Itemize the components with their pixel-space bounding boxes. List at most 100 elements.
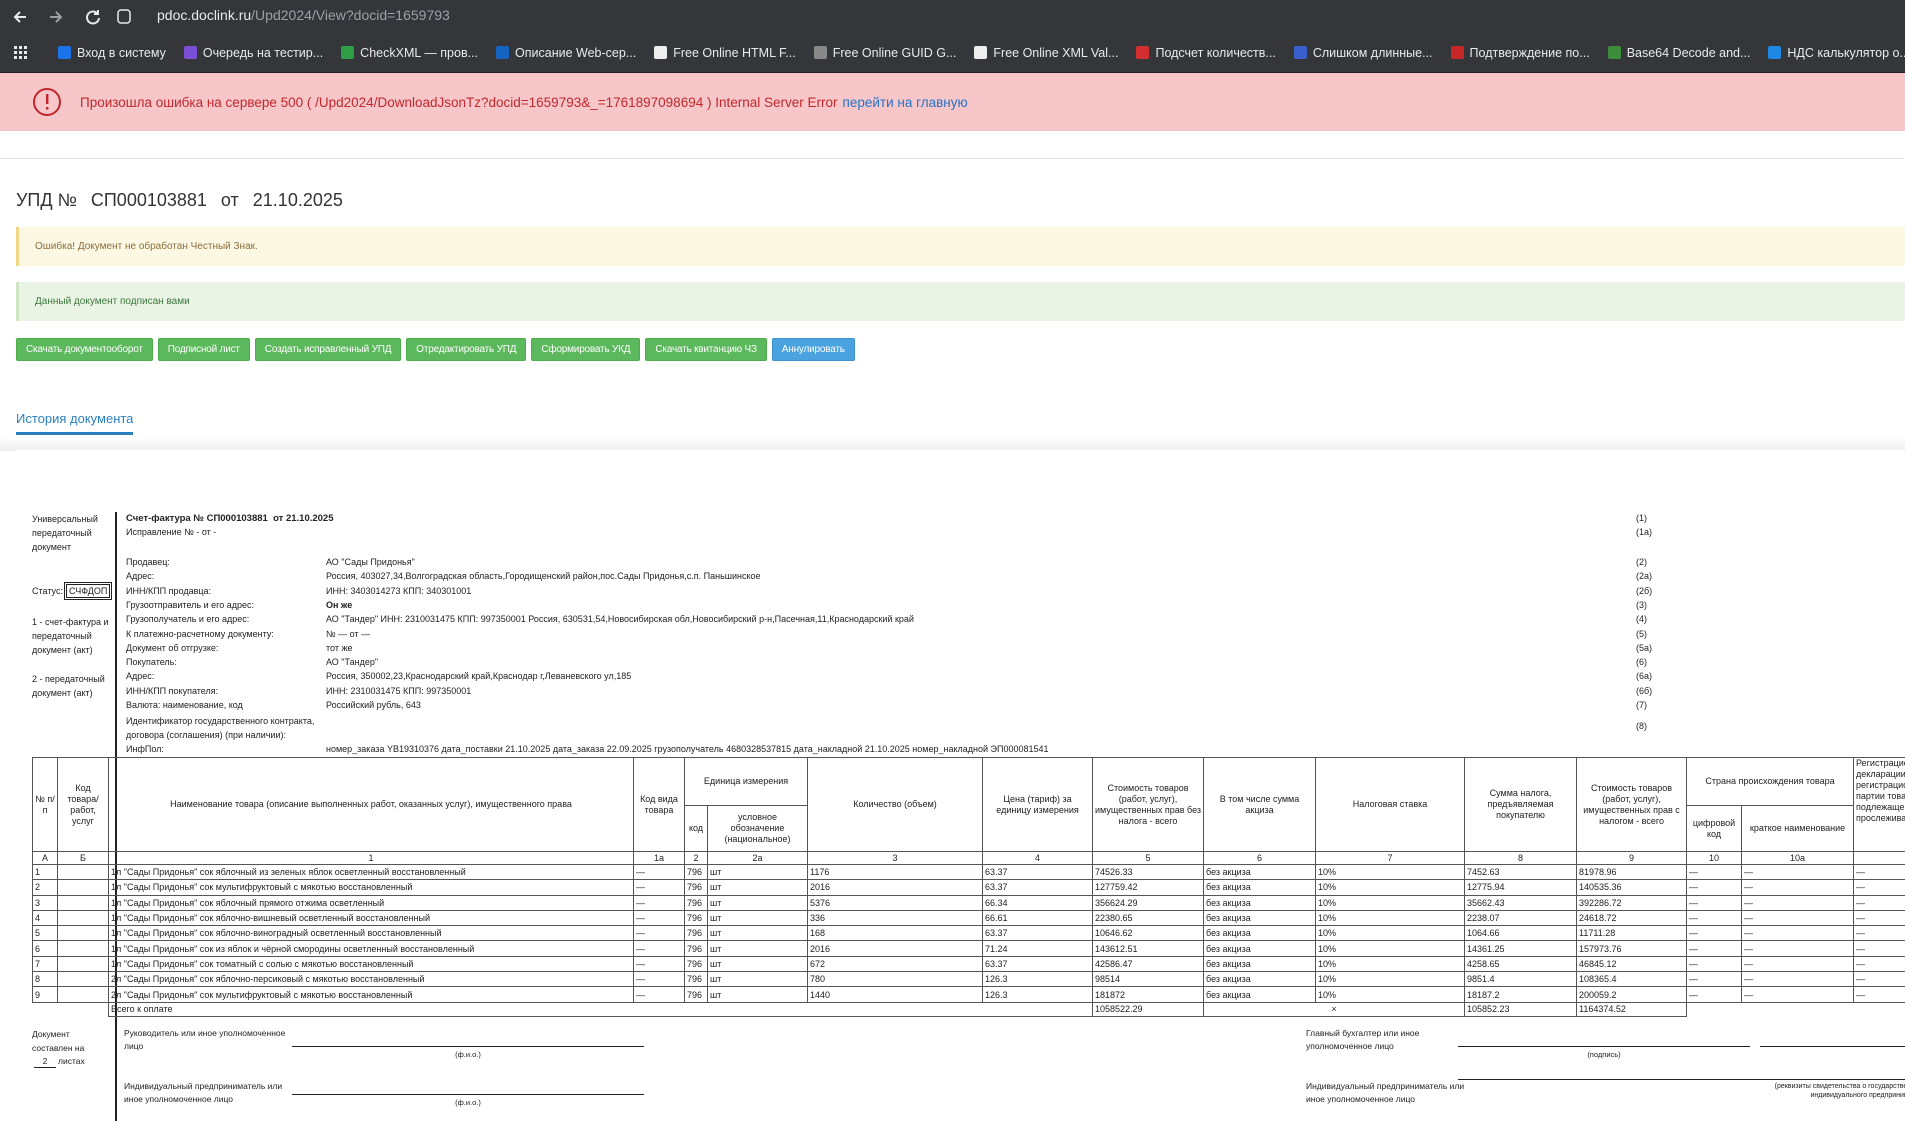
table-cell: 63.37 xyxy=(982,863,1094,881)
table-cell: — xyxy=(633,863,685,881)
header-cell: Единица измерения xyxy=(683,757,809,806)
action-buttons: Скачать документооборот Подписной лист Соз… xyxy=(16,338,855,361)
header-cell: Регистрационный номер декларации на това… xyxy=(1853,757,1905,852)
apps-icon[interactable] xyxy=(14,46,28,60)
table-cell: 71.24 xyxy=(982,940,1094,957)
table-cell: 796 xyxy=(684,940,708,957)
table-cell: 10% xyxy=(1315,925,1466,942)
table-cell: — xyxy=(1741,940,1855,957)
entrepreneur-caption: (ф.и.о.) xyxy=(455,1098,481,1107)
bookmark[interactable]: Описание Web-сер... xyxy=(496,46,636,60)
table-cell: 9 xyxy=(32,986,58,1003)
action-button[interactable]: Подписной лист xyxy=(157,338,250,361)
table-cell: 126.3 xyxy=(982,986,1094,1003)
info-value: тот же xyxy=(326,642,353,653)
bookmark-icon xyxy=(1293,46,1307,59)
bookmark-icon xyxy=(1136,46,1150,59)
table-cell: без акциза xyxy=(1203,925,1317,942)
bookmark[interactable]: Слишком длинные... xyxy=(1293,46,1433,60)
bookmark[interactable]: Free Online GUID G... xyxy=(813,46,956,60)
info-value: Он же xyxy=(326,599,353,610)
action-button[interactable]: Аннулировать xyxy=(771,338,855,361)
bookmark[interactable]: Вход в систему xyxy=(58,46,166,60)
table-cell: 2л "Сады Придонья" сок мультифруктовый с… xyxy=(108,986,634,1003)
info-code: (5а) xyxy=(1636,642,1653,653)
letter-cell: 2 xyxy=(684,851,708,865)
table-cell: 42586.47 xyxy=(1092,955,1205,973)
table-cell xyxy=(57,925,109,942)
info-label: Продавец: xyxy=(126,557,170,567)
info-label: ИНН/КПП покупателя: xyxy=(126,685,219,696)
info-code: (2а) xyxy=(1636,571,1653,582)
bookmark[interactable]: Подсчет количеств... xyxy=(1136,46,1276,60)
table-cell: — xyxy=(633,971,685,988)
table-cell: 10% xyxy=(1315,909,1466,927)
header-cell: условное обозначение (национальное) xyxy=(706,805,809,852)
table-body: А Б 1 1а 2 2а 3 4 5 6 7 8 9 10 10а 1 1л "Сады Придонья" … xyxy=(32,851,1905,1017)
letter-cell: 7 xyxy=(1315,851,1466,865)
table-row: 7 1л "Сады Придонья" сок томатный с солью… xyxy=(32,955,1905,973)
url-host: pdoc.doclink.ru xyxy=(157,7,252,23)
action-button[interactable]: Скачать квитанцию ЧЗ xyxy=(645,338,767,361)
table-cell: — xyxy=(1853,909,1905,927)
table-cell: 4258.65 xyxy=(1464,955,1578,973)
history-tab[interactable]: История документа xyxy=(16,411,134,435)
table-cell: 66.34 xyxy=(982,894,1094,911)
info-value: АО "Тандер" ИНН: 2310031475 КПП: 9973500… xyxy=(326,614,914,625)
letter-cell: 5 xyxy=(1092,851,1205,865)
forward-button[interactable] xyxy=(50,11,63,23)
bookmark[interactable]: Free Online XML Val... xyxy=(974,46,1118,60)
bookmark[interactable]: CheckXML — пров... xyxy=(341,46,478,60)
table-cell: 12775.94 xyxy=(1464,879,1578,896)
table-cell: 10% xyxy=(1315,940,1466,957)
letter-cell: 8 xyxy=(1464,851,1578,865)
header-cell: Код товара/ работ, услуг xyxy=(57,757,109,852)
signature-line xyxy=(1458,1046,1750,1047)
table-cell: 10% xyxy=(1315,863,1466,881)
entrepreneur-right-label: Индивидуальный предприниматель или иное … xyxy=(1306,1081,1465,1104)
letter-cell: 4 xyxy=(982,851,1094,865)
bookmark[interactable]: НДС калькулятор о... xyxy=(1768,46,1905,60)
table-cell: — xyxy=(1686,940,1743,957)
bookmark[interactable]: Очередь на тестир... xyxy=(183,46,323,60)
table-cell: без акциза xyxy=(1203,879,1317,896)
bookmark[interactable]: Free Online HTML F... xyxy=(654,46,796,60)
address-bar[interactable]: pdoc.doclink.ru/Upd2024/View?docid=16597… xyxy=(157,7,450,23)
table-cell: — xyxy=(633,940,685,957)
bookmark-label: Подтверждение по... xyxy=(1469,45,1590,60)
status-note: 1 - счет-фактура и передаточный документ… xyxy=(32,617,109,655)
table-cell: — xyxy=(1741,925,1855,942)
table-cell: — xyxy=(1853,894,1905,911)
home-link[interactable]: перейти на главную xyxy=(842,94,968,110)
info-value: Россия, 350002,23,Краснодарский край,Кра… xyxy=(326,671,632,682)
action-button[interactable]: Сформировать УКД xyxy=(531,338,641,361)
bookmark-label: Free Online HTML F... xyxy=(673,45,796,60)
table-cell: — xyxy=(1853,863,1905,881)
invoice-code: (1) xyxy=(1636,513,1647,523)
table-cell: — xyxy=(1741,955,1855,973)
table-cell: — xyxy=(1686,971,1743,988)
total-sum: 1164374.52 xyxy=(1576,1001,1688,1017)
bookmark[interactable]: Подтверждение по... xyxy=(1450,45,1590,60)
bookmark[interactable]: Base64 Decode and... xyxy=(1607,46,1750,60)
bookmark-icon xyxy=(1768,46,1782,59)
table-cell: — xyxy=(1741,863,1855,881)
back-button[interactable] xyxy=(13,11,26,23)
letter-cell: 9 xyxy=(1576,851,1688,865)
goods-table: № п/п Код товара/ работ, услуг Наименова… xyxy=(32,757,1905,1017)
action-button[interactable]: Отредактировать УПД xyxy=(406,338,527,361)
bookmark-label: Вход в систему xyxy=(77,45,166,60)
letter-cell: 6 xyxy=(1203,851,1317,865)
letter-cell: 10а xyxy=(1741,851,1855,865)
table-row: 1 1л "Сады Придонья" сок яблочный из зеле… xyxy=(32,863,1905,881)
divider xyxy=(0,158,1905,159)
table-cell: — xyxy=(1853,971,1905,988)
table-cell: 1л "Сады Придонья" сок томатный с солью … xyxy=(108,955,634,973)
signature-line xyxy=(292,1046,644,1047)
action-button[interactable]: Скачать документооборот xyxy=(16,338,153,361)
action-button[interactable]: Создать исправленный УПД xyxy=(254,338,402,361)
reload-button[interactable] xyxy=(86,10,100,25)
site-info-icon[interactable] xyxy=(117,9,131,24)
table-cell: 35662.43 xyxy=(1464,894,1578,911)
